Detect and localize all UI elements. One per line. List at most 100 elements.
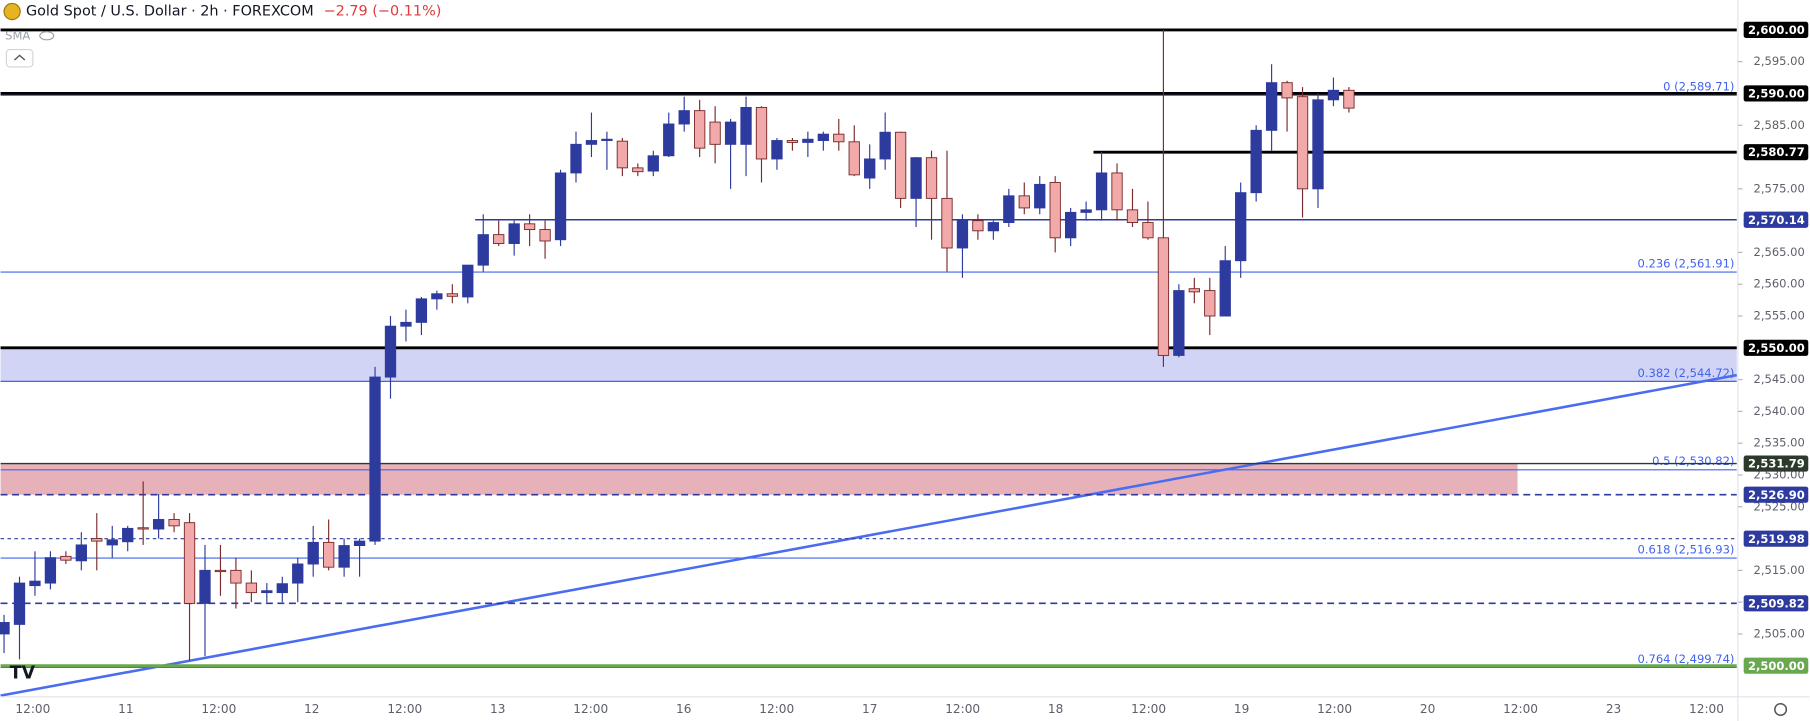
price-label: 2,519.98 (1748, 532, 1805, 546)
zone (0, 347, 1737, 382)
collapse-button[interactable] (5, 49, 34, 68)
candle-body (616, 140, 629, 169)
x-tick-label: 17 (862, 702, 877, 716)
candle-body (1126, 209, 1139, 224)
x-tick-label: 16 (676, 702, 691, 716)
x-tick-label: 12:00 (1317, 702, 1352, 716)
candle-body (1188, 288, 1200, 293)
candle-body (894, 131, 907, 199)
visibility-icon[interactable] (39, 31, 55, 41)
price-label-box (1743, 530, 1809, 547)
candle-body (29, 580, 41, 587)
indicator-label: SMA (5, 28, 30, 42)
candle-body (369, 376, 381, 542)
candle-body (1343, 89, 1355, 109)
candle-body (956, 220, 969, 249)
candle-body (1065, 211, 1077, 239)
x-tick-label: 11 (118, 702, 133, 716)
candle-body (183, 522, 196, 604)
candle-body (1173, 290, 1185, 356)
candle-body (230, 569, 242, 584)
candle-body (245, 582, 258, 594)
symbol-title: Gold Spot / U.S. Dollar · 2h · FOREXCOM (26, 4, 314, 20)
candle-body (323, 541, 335, 568)
price-label-box (1743, 21, 1809, 38)
x-tick-label: 20 (1420, 702, 1435, 716)
y-tick-label: 2,560.00 (1754, 277, 1805, 291)
candle-body (1095, 172, 1108, 211)
candle-body (152, 519, 165, 530)
candle-body (137, 527, 149, 530)
candle-body (307, 541, 319, 565)
y-tick-label: 2,545.00 (1754, 372, 1805, 386)
price-label: 2,580.77 (1748, 145, 1805, 159)
candle-body (987, 222, 1000, 232)
y-tick-label: 2,595.00 (1754, 54, 1805, 68)
candle-body (462, 264, 474, 298)
price-label: 2,600.00 (1748, 23, 1805, 37)
candle-body (1157, 237, 1170, 356)
price-label-box (1743, 339, 1809, 356)
time-axis: 12:00 11 12:00 12 12:00 13 12:00 16 12:00 17 12:00… (15, 702, 1724, 716)
candle-body (292, 563, 304, 584)
y-tick-label: 2,535.00 (1754, 436, 1805, 450)
candle-body (60, 555, 72, 561)
price-label: 2,550.00 (1748, 341, 1805, 355)
x-tick-label: 19 (1234, 702, 1249, 716)
trendline (0, 373, 1737, 697)
candle-body (740, 106, 752, 145)
candle-body (694, 110, 706, 149)
candle-body (1080, 209, 1092, 213)
candle-body (817, 133, 829, 141)
price-label: 2,531.79 (1748, 457, 1805, 471)
candle-body (539, 229, 551, 242)
y-tick-label: 2,585.00 (1754, 118, 1805, 132)
settings-icon[interactable] (1774, 702, 1788, 716)
price-axis: 2,505.002,510.002,515.002,525.002,530.00… (1737, 21, 1809, 674)
symbol-icon (3, 2, 21, 21)
x-tick-label: 12:00 (1689, 702, 1724, 716)
candle-body (771, 140, 783, 160)
candle-body (1327, 89, 1340, 101)
collapse-icon (13, 54, 26, 61)
candle-body (415, 298, 428, 323)
candle-body (1142, 222, 1154, 239)
price-label: 2,509.82 (1748, 596, 1805, 610)
candle-body (338, 545, 350, 568)
candle-body (910, 157, 922, 199)
candle-body (199, 569, 211, 604)
y-tick-label: 2,540.00 (1754, 404, 1805, 418)
candle-body (353, 540, 366, 547)
x-tick-label: 12:00 (1131, 702, 1166, 716)
candle-body (214, 569, 227, 573)
price-label: 2,570.14 (1748, 213, 1805, 227)
candle-body (261, 590, 273, 594)
candle-body (848, 141, 860, 176)
plot-area: 0 (2,589.71) 0.236 (2,561.91) 0.382 (2,544… (0, 28, 1737, 697)
candle-body (400, 321, 412, 327)
candle-body (91, 538, 103, 542)
x-tick-label: 12:00 (1503, 702, 1538, 716)
candle-body (1265, 82, 1278, 131)
candle-body (523, 223, 536, 231)
candle-body (972, 220, 984, 232)
candle-body (1250, 129, 1262, 194)
x-tick-label: 12:00 (573, 702, 608, 716)
price-label-box (1743, 144, 1809, 161)
x-tick-label: 12 (304, 702, 319, 716)
candle-body (1204, 290, 1216, 317)
y-tick-label: 2,505.00 (1754, 626, 1805, 640)
price-label-box (1743, 85, 1809, 102)
candle-body (1281, 82, 1293, 99)
y-tick-label: 2,515.00 (1754, 563, 1805, 577)
x-tick-label: 12:00 (15, 702, 50, 716)
x-tick-label: 12:00 (387, 702, 422, 716)
candle-body (632, 167, 644, 173)
x-tick-label: 12:00 (201, 702, 236, 716)
candle-body (493, 234, 505, 244)
candle-body (44, 557, 57, 584)
candle-body (1235, 192, 1247, 262)
candle-body (1312, 99, 1324, 190)
x-tick-label: 23 (1606, 702, 1621, 716)
